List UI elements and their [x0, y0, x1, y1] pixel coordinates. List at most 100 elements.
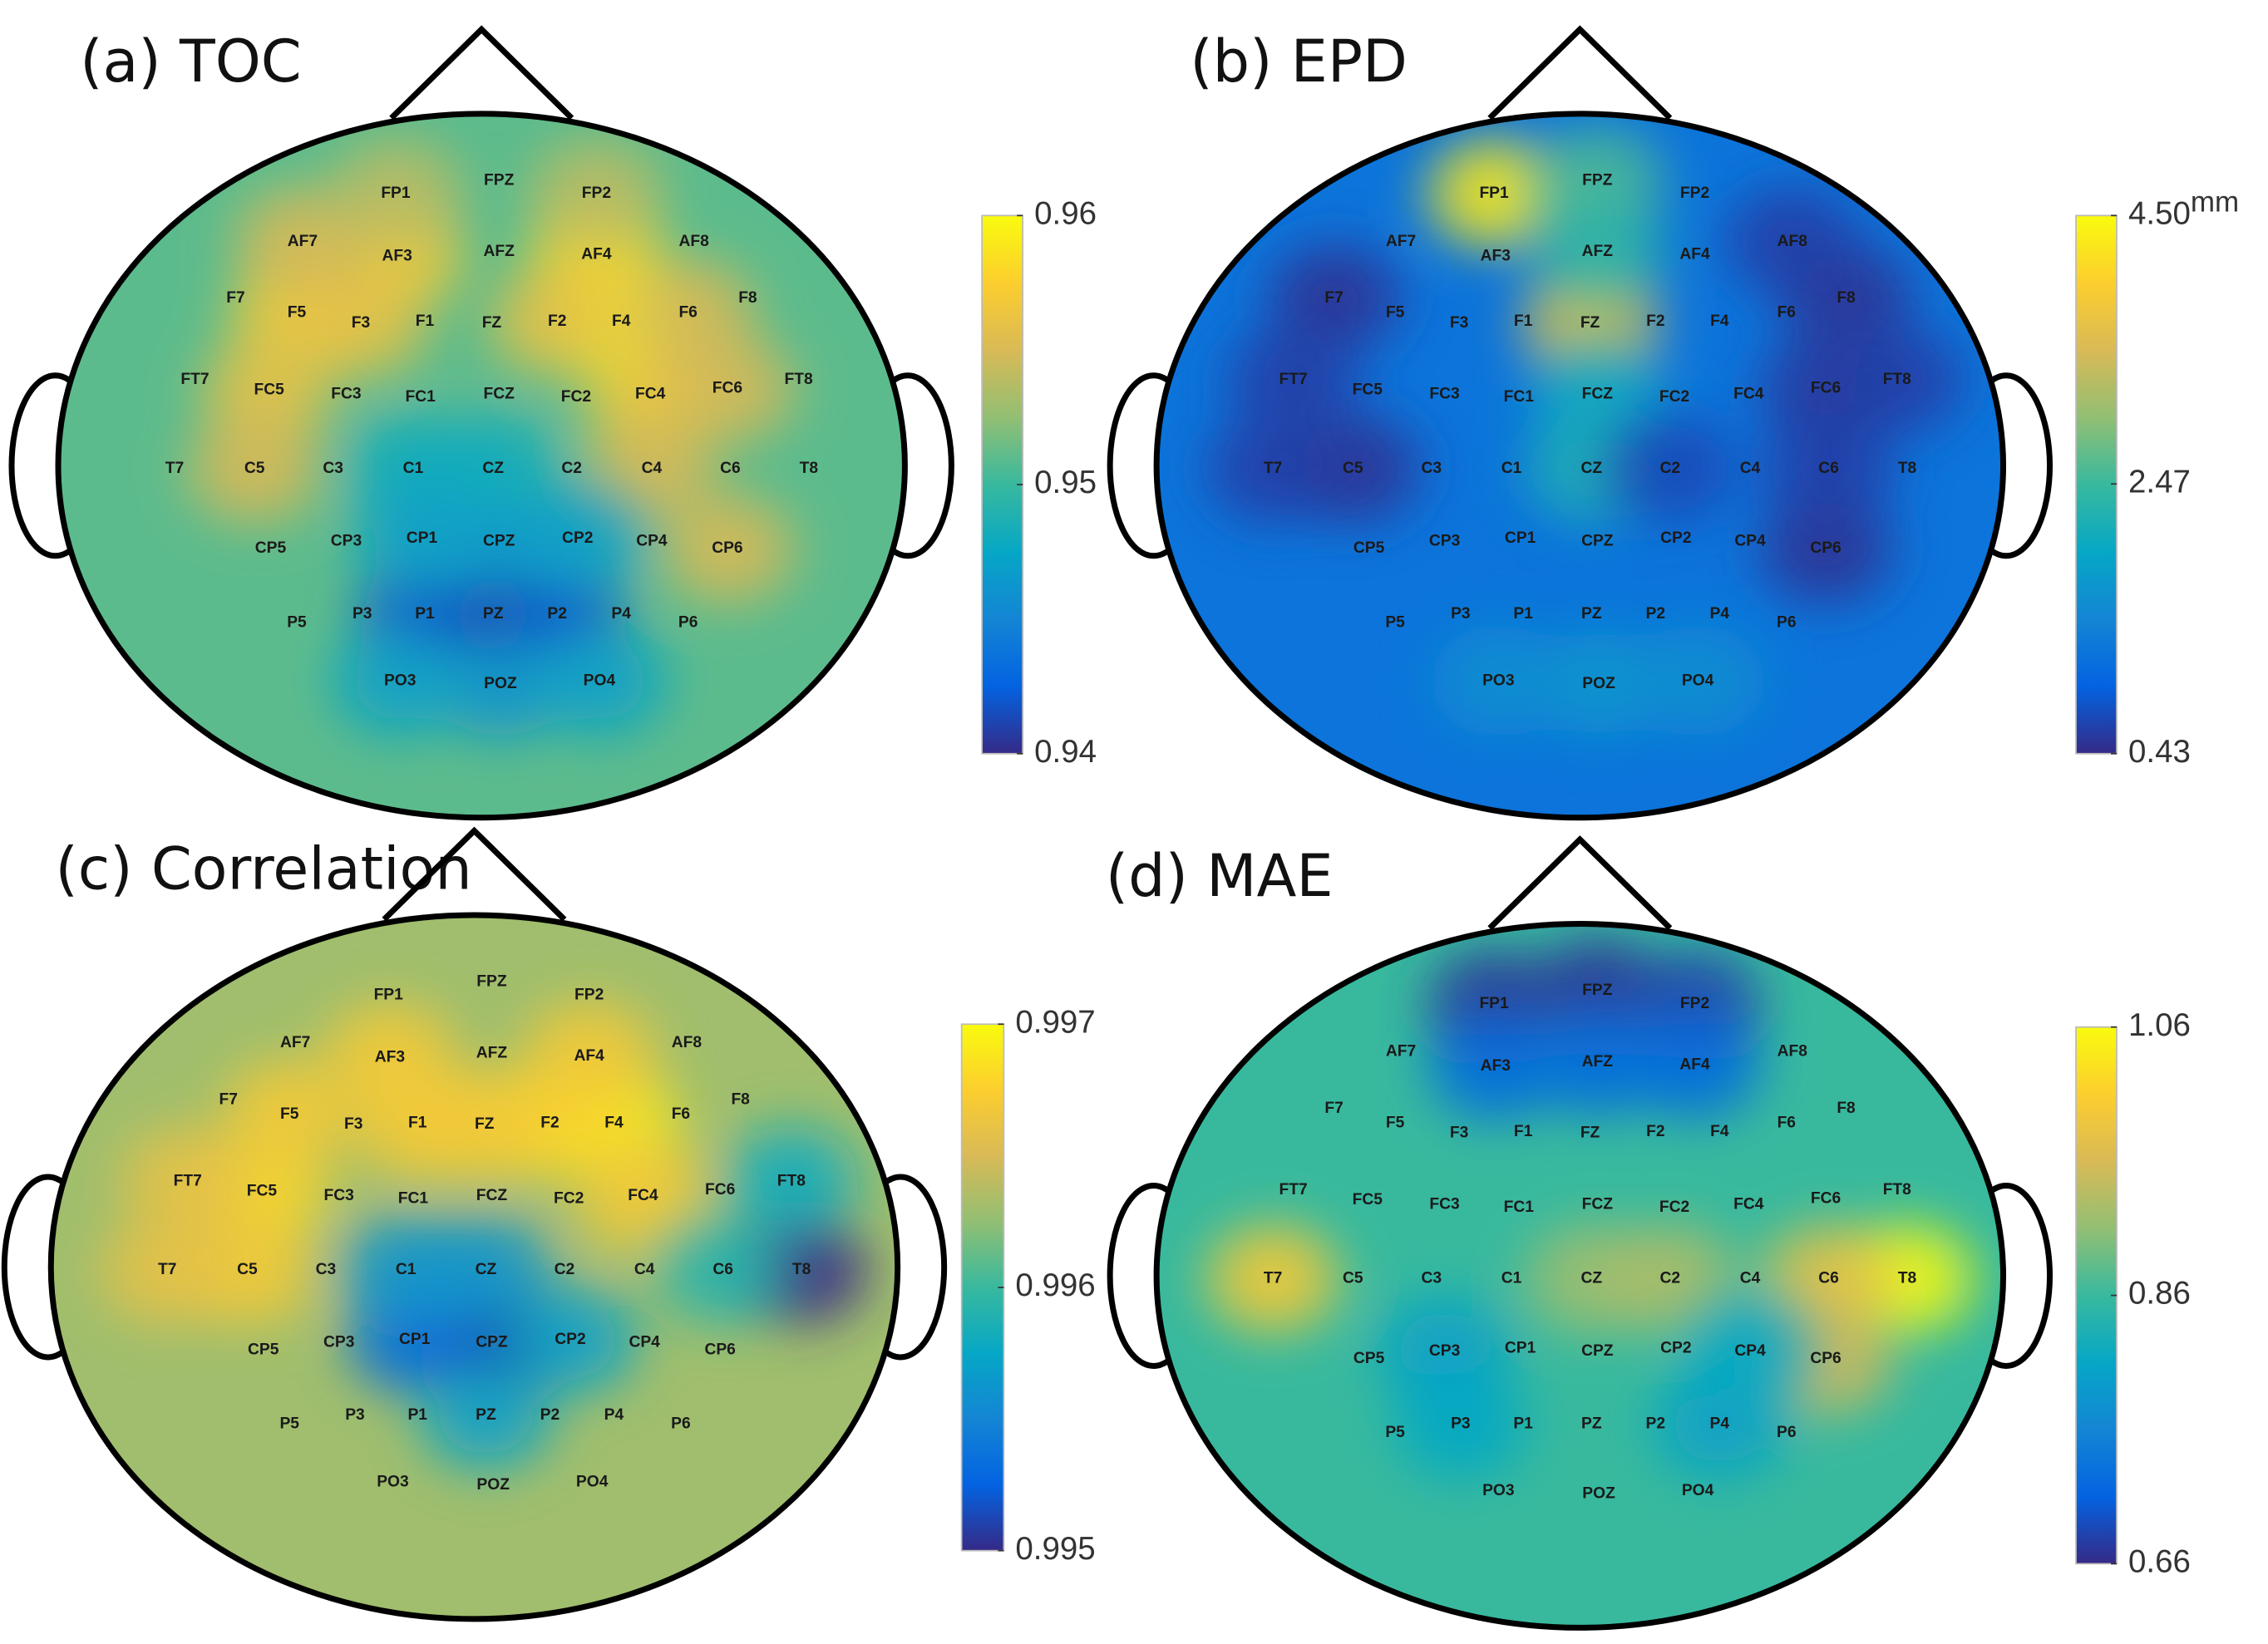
electrode-label-af4: AF4	[1679, 246, 1710, 263]
electrode-label-af8: AF8	[1777, 1043, 1808, 1061]
heatmap	[51, 914, 898, 1619]
electrode-label-pz: PZ	[476, 1406, 496, 1424]
colorbar-tick-label: 0.995	[1015, 1531, 1095, 1567]
electrode-label-p6: P6	[678, 613, 698, 631]
heatmap-cell-po4	[509, 605, 690, 757]
electrode-label-cp6: CP6	[1810, 539, 1841, 557]
electrode-label-af3: AF3	[382, 247, 412, 264]
heatmap-cell-cp1	[331, 462, 512, 614]
electrode-label-af7: AF7	[280, 1034, 310, 1051]
colorbar	[2075, 1026, 2118, 1565]
panel-title: (d) MAE	[1106, 842, 1334, 910]
electrode-label-ft8: FT8	[777, 1172, 806, 1189]
electrode-label-c5: C5	[1343, 460, 1363, 477]
electrode-label-p4: P4	[1710, 1415, 1730, 1433]
electrode-label-cp5: CP5	[1353, 1350, 1385, 1367]
electrode-label-fcz: FCZ	[483, 386, 515, 403]
panel-b: (b) EPD FP1 FPZ FP2 AF7 AF3 AFZ AF4 AF8 F7 F5 F3 F1 F…	[1107, 25, 2239, 821]
heatmap-cell-f1	[327, 1047, 508, 1199]
heatmap-cell-cp2	[487, 462, 668, 614]
colorbar-tick-label: 1.06	[2128, 1007, 2191, 1043]
panel-title: (c) Correlation	[55, 834, 471, 903]
electrode-label-cp3: CP3	[1429, 1342, 1460, 1360]
electrode-label-f5: F5	[1386, 1114, 1405, 1131]
electrode-label-cp1: CP1	[1505, 1340, 1536, 1357]
electrode-label-po4: PO4	[1682, 672, 1714, 689]
heatmap-blobs	[164, 118, 818, 760]
electrode-label-fc6: FC6	[1811, 380, 1841, 397]
electrode-label-c5: C5	[1343, 1270, 1363, 1287]
electrode-label-f4: F4	[1710, 313, 1729, 330]
electrode-label-fc4: FC4	[1733, 1195, 1764, 1213]
electrode-label-fc2: FC2	[1659, 1199, 1689, 1216]
heatmap-cell-cp2	[480, 1263, 661, 1415]
electrode-label-c2: C2	[1660, 460, 1681, 477]
colorbar-tick-label: 0.66	[2128, 1544, 2191, 1580]
electrode-label-f1: F1	[416, 313, 435, 330]
electrode-label-fc3: FC3	[1429, 1195, 1459, 1213]
heatmap-blobs	[76, 980, 892, 1491]
colorbar-tick-label: 0.43	[2128, 734, 2191, 770]
electrode-label-p5: P5	[1385, 613, 1405, 631]
electrode-label-fc6: FC6	[705, 1181, 735, 1199]
electrode-label-po4: PO4	[1682, 1482, 1714, 1499]
electrode-label-t8: T8	[800, 460, 819, 477]
electrode-label-f3: F3	[1450, 314, 1468, 332]
heatmap-blobs	[1182, 113, 1988, 760]
heatmap-cell-af8	[1702, 165, 1883, 317]
electrode-label-p3: P3	[1451, 605, 1471, 623]
electrode-label-cz: CZ	[1581, 460, 1603, 477]
panel-title: (b) EPD	[1190, 27, 1408, 96]
heatmap-cell-c2	[1580, 392, 1761, 544]
electrode-label-c6: C6	[1818, 460, 1839, 477]
heatmap-blobs	[1182, 923, 1998, 1500]
electrode-label-cpz: CPZ	[476, 1334, 508, 1351]
electrode-label-t7: T7	[1264, 460, 1282, 477]
electrode-label-p2: P2	[540, 1406, 560, 1424]
electrode-label-f2: F2	[1646, 1123, 1664, 1140]
electrode-label-po4: PO4	[584, 672, 616, 689]
electrode-label-f4: F4	[1710, 1123, 1729, 1140]
electrode-label-af3: AF3	[1481, 1057, 1511, 1075]
heatmap-cell-afz	[1506, 176, 1688, 328]
electrode-label-ft8: FT8	[1883, 371, 1911, 388]
electrode-label-fpz: FPZ	[1582, 982, 1613, 999]
electrode-label-f1: F1	[1514, 1123, 1533, 1140]
electrode-label-f7: F7	[1324, 289, 1343, 307]
electrode-label-p5: P5	[1385, 1424, 1405, 1441]
electrode-label-f3: F3	[1450, 1125, 1468, 1142]
electrode-label-p2: P2	[1646, 605, 1666, 623]
heatmap-cell-p3	[1370, 1348, 1551, 1500]
electrode-label-fc2: FC2	[561, 388, 591, 406]
electrode-label-fc1: FC1	[1504, 388, 1535, 406]
electrode-label-p6: P6	[671, 1415, 691, 1433]
heatmap-cell-po4	[1607, 605, 1788, 757]
electrode-label-cp2: CP2	[555, 1331, 585, 1348]
electrode-label-cp3: CP3	[1429, 532, 1460, 549]
colorbar-tick-label: 4.50mm	[2128, 186, 2239, 232]
electrode-label-ft7: FT7	[1279, 1181, 1308, 1199]
electrode-label-p6: P6	[1777, 1424, 1797, 1441]
electrode-label-cp5: CP5	[255, 539, 287, 557]
colorbar-unit: mm	[2191, 186, 2239, 219]
electrode-label-t8: T8	[1898, 460, 1917, 477]
electrode-label-cp5: CP5	[1353, 539, 1385, 557]
electrode-label-c4: C4	[1740, 460, 1761, 477]
electrode-label-t7: T7	[158, 1261, 176, 1278]
electrode-label-p4: P4	[1710, 605, 1730, 623]
electrode-label-fc5: FC5	[254, 381, 285, 398]
electrode-label-fc6: FC6	[712, 380, 742, 397]
heatmap-cell-c5	[164, 392, 345, 544]
electrode-label-fc3: FC3	[331, 386, 361, 403]
electrode-label-p5: P5	[287, 613, 307, 631]
electrode-label-poz: POZ	[1582, 675, 1615, 692]
electrode-label-af4: AF4	[574, 1047, 605, 1065]
electrode-label-poz: POZ	[484, 675, 517, 692]
electrode-label-pz: PZ	[1581, 605, 1602, 623]
electrode-label-c1: C1	[1501, 460, 1522, 477]
electrode-label-fcz: FCZ	[1582, 386, 1614, 403]
electrode-label-po4: PO4	[576, 1474, 609, 1491]
electrode-label-f3: F3	[352, 314, 370, 332]
electrode-label-f4: F4	[612, 313, 631, 330]
electrode-label-c3: C3	[316, 1261, 337, 1278]
